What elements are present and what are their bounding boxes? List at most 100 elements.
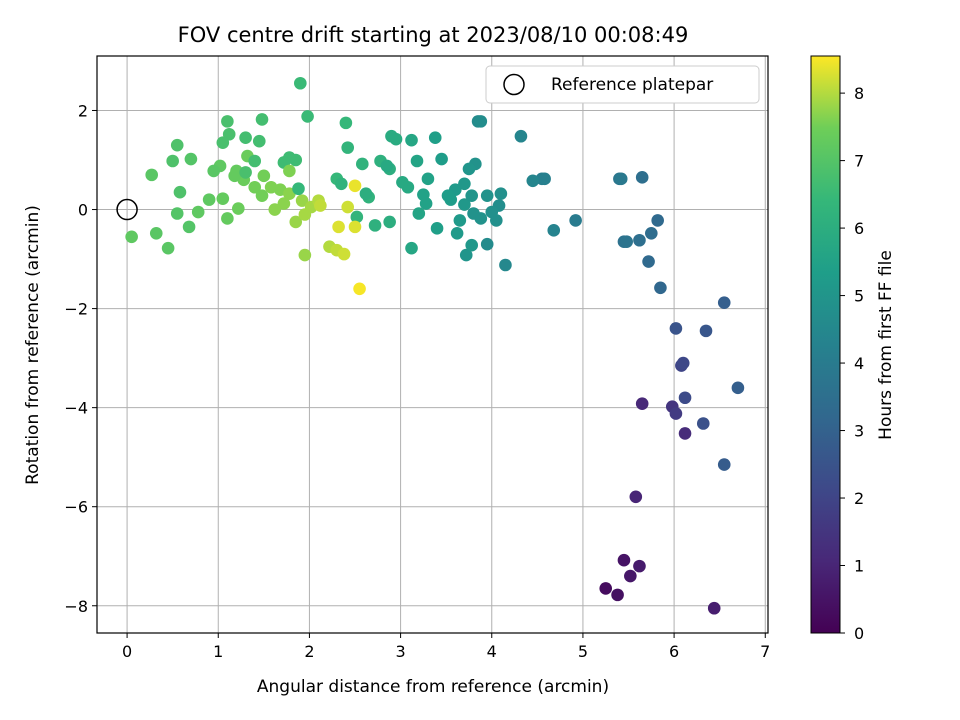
chart-title: FOV centre drift starting at 2023/08/10 … xyxy=(178,23,689,47)
data-point xyxy=(642,255,655,268)
data-point xyxy=(125,230,138,244)
data-point xyxy=(410,154,424,168)
data-point xyxy=(170,138,184,152)
y-tick-label: −6 xyxy=(64,498,88,517)
data-point xyxy=(350,210,364,224)
data-point xyxy=(353,282,366,296)
x-tick-label: 1 xyxy=(213,642,223,661)
colorbar-tick-label: 3 xyxy=(854,422,864,441)
data-point xyxy=(678,391,692,405)
data-point xyxy=(617,553,631,567)
data-point xyxy=(335,177,348,191)
data-point xyxy=(717,458,731,471)
y-tick-label: −4 xyxy=(64,399,88,418)
data-point xyxy=(480,189,494,202)
data-point xyxy=(474,115,488,128)
colorbar-ticks: 0 1 2 3 4 5 6 7 8 xyxy=(840,84,864,643)
data-point xyxy=(255,113,269,126)
data-point xyxy=(255,189,269,202)
y-tick-label: −2 xyxy=(64,300,88,319)
y-tick-label: −8 xyxy=(64,597,88,616)
data-point xyxy=(337,247,351,261)
data-point xyxy=(216,136,230,149)
data-point xyxy=(480,237,494,251)
colorbar-label: Hours from first FF file xyxy=(876,250,896,440)
data-point xyxy=(599,582,613,595)
data-point xyxy=(221,212,234,225)
x-tick-label: 5 xyxy=(578,642,588,661)
data-point xyxy=(633,559,646,573)
data-point xyxy=(635,171,649,184)
data-point xyxy=(341,200,355,214)
data-point xyxy=(620,235,633,249)
data-point xyxy=(514,129,528,143)
data-point xyxy=(294,76,307,90)
data-point xyxy=(359,187,373,200)
colorbar-tick-label: 2 xyxy=(854,489,864,508)
data-point xyxy=(368,219,382,232)
data-point xyxy=(202,193,216,206)
data-point xyxy=(731,381,745,395)
data-point xyxy=(184,152,198,166)
data-point xyxy=(252,134,266,148)
colorbar-tick-label: 0 xyxy=(854,624,864,643)
legend: Reference platepar xyxy=(485,65,760,104)
data-point xyxy=(332,220,345,234)
data-point xyxy=(257,169,271,183)
colorbar-tick-label: 7 xyxy=(854,152,864,171)
x-tick-label: 2 xyxy=(304,642,314,661)
data-point xyxy=(145,168,159,182)
data-point xyxy=(182,220,196,234)
data-point xyxy=(645,227,658,240)
data-point xyxy=(629,490,643,504)
data-point xyxy=(633,233,646,247)
data-point xyxy=(221,115,234,128)
data-point xyxy=(458,198,471,211)
data-point xyxy=(499,258,512,272)
data-point xyxy=(232,202,245,215)
data-point xyxy=(268,203,282,216)
data-points xyxy=(125,76,745,615)
data-point xyxy=(453,214,467,227)
data-point xyxy=(635,397,649,410)
data-point xyxy=(405,241,418,255)
data-point xyxy=(450,227,464,240)
x-tick-label: 0 xyxy=(122,642,132,661)
data-point xyxy=(459,248,473,262)
colorbar-tick-label: 1 xyxy=(854,557,864,576)
x-tick-label: 3 xyxy=(395,642,405,661)
data-point xyxy=(301,110,314,123)
data-point xyxy=(669,322,683,335)
data-point xyxy=(458,177,471,191)
data-point xyxy=(485,205,499,219)
data-point xyxy=(348,220,362,234)
colorbar-tick-label: 6 xyxy=(854,219,864,238)
x-axis-ticks: 0 1 2 3 4 5 6 7 xyxy=(122,633,770,661)
data-point xyxy=(654,281,667,295)
data-point xyxy=(383,215,396,229)
legend-marker xyxy=(503,73,525,96)
data-point xyxy=(611,588,624,602)
data-point xyxy=(669,407,683,420)
data-point xyxy=(421,172,435,186)
y-axis-label: Rotation from reference (arcmin) xyxy=(23,205,43,485)
plot-frame xyxy=(96,55,769,634)
data-point xyxy=(678,427,692,440)
data-point xyxy=(696,417,710,430)
data-point xyxy=(239,131,252,145)
data-point xyxy=(348,179,362,193)
data-point xyxy=(248,154,262,168)
data-point xyxy=(385,129,398,143)
colorbar: 0 1 2 3 4 5 6 7 8 Hours from first FF file xyxy=(810,55,896,643)
y-tick-label: 2 xyxy=(78,101,88,120)
data-point xyxy=(462,162,476,176)
data-point xyxy=(494,187,508,200)
x-tick-label: 4 xyxy=(487,642,497,661)
data-point xyxy=(428,131,442,145)
data-point xyxy=(547,224,561,237)
data-point xyxy=(465,189,479,202)
data-point xyxy=(396,175,409,189)
grid-lines xyxy=(97,56,768,633)
data-point xyxy=(465,238,479,252)
data-point xyxy=(239,166,252,179)
